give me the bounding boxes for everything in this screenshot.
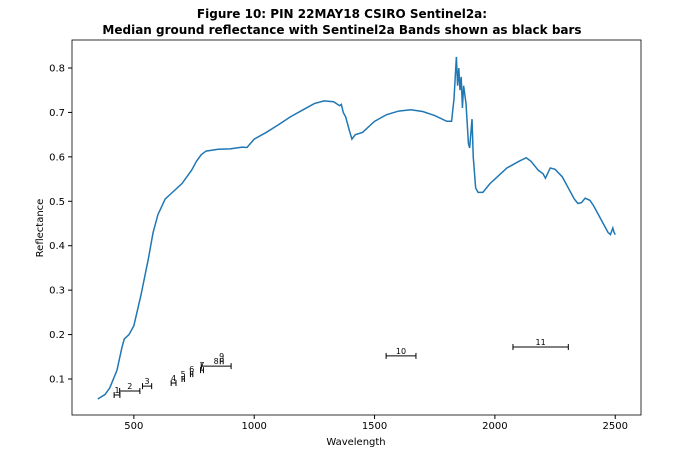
band-bar	[170, 380, 177, 387]
band-label: 1	[114, 386, 119, 395]
band-label: 8	[214, 357, 219, 366]
band-label: 6	[189, 365, 194, 374]
x-tick-label: 2500	[603, 421, 628, 432]
y-tick-label: 0.2	[49, 330, 65, 341]
band-bar	[512, 344, 569, 351]
band-bar	[200, 367, 204, 374]
band-label: 10	[396, 347, 406, 356]
band-label: 4	[171, 374, 176, 383]
band-label: 5	[181, 370, 186, 379]
x-tick-label: 1000	[241, 421, 266, 432]
band-bar	[189, 371, 194, 378]
chart-subtitle: Median ground reflectance with Sentinel2…	[102, 23, 581, 37]
band-label: 2	[127, 382, 132, 391]
y-tick-label: 0.5	[49, 197, 65, 208]
x-tick-label: 2000	[482, 421, 507, 432]
y-tick-label: 0.7	[49, 108, 65, 119]
band-bar	[142, 383, 153, 390]
y-axis-label: Reflectance	[35, 199, 46, 258]
chart-title: Figure 10: PIN 22MAY18 CSIRO Sentinel2a:	[197, 7, 487, 21]
band-bar	[385, 352, 417, 359]
y-tick-label: 0.6	[49, 152, 65, 163]
x-tick-label: 500	[124, 421, 143, 432]
band-label: 3	[145, 377, 150, 386]
x-tick-label: 1500	[362, 421, 387, 432]
x-axis-label: Wavelength	[326, 437, 385, 448]
band-label: 11	[536, 338, 546, 347]
band-bar	[181, 376, 185, 383]
band-label: 9	[219, 352, 224, 361]
plot-frame	[71, 39, 642, 416]
y-tick-label: 0.4	[49, 241, 65, 252]
band-label: 7	[199, 361, 204, 370]
band-bar	[219, 358, 224, 365]
band-bar	[200, 363, 232, 370]
band-bar	[119, 388, 141, 395]
y-tick-label: 0.8	[49, 63, 65, 74]
reflectance-line	[97, 56, 616, 400]
y-tick-label: 0.1	[49, 375, 65, 386]
y-tick-label: 0.3	[49, 286, 65, 297]
